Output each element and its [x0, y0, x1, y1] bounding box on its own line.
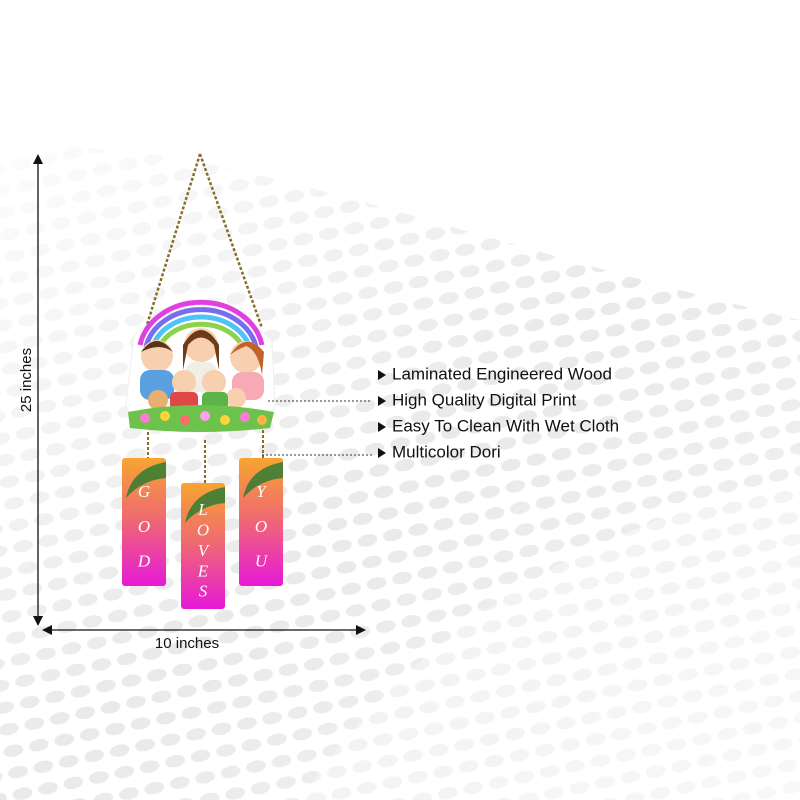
tag-letter: L	[197, 500, 207, 519]
bullet	[378, 448, 386, 458]
tag-letter: O	[138, 517, 150, 536]
feature-text: Multicolor Dori	[392, 442, 501, 461]
tag-letter: Y	[256, 482, 267, 501]
tag-letter: U	[255, 552, 269, 571]
palm-leaf	[243, 462, 283, 498]
tag-letter: O	[255, 517, 267, 536]
feature-text: Laminated Engineered Wood	[392, 364, 612, 383]
palm-leaf	[126, 462, 166, 498]
height-label: 25 inches	[18, 348, 35, 412]
feature-text: High Quality Digital Print	[392, 390, 577, 409]
width-arrow	[42, 625, 366, 635]
cord	[144, 153, 264, 329]
palm-leaf	[185, 487, 225, 523]
bullet	[378, 370, 386, 380]
tag-letter: V	[198, 541, 211, 560]
tag-letter: O	[197, 521, 209, 540]
height-arrow	[33, 154, 43, 626]
tag-letter: G	[138, 482, 150, 501]
family-plaque	[125, 299, 276, 433]
bullet	[378, 396, 386, 406]
tag-letter: E	[197, 561, 209, 580]
tag-letter: S	[199, 582, 208, 601]
background-pattern	[0, 147, 800, 800]
tag-letter: D	[137, 552, 151, 571]
feature-text: Easy To Clean With Wet Cloth	[392, 416, 619, 435]
bullet	[378, 422, 386, 432]
width-label: 10 inches	[155, 635, 219, 652]
